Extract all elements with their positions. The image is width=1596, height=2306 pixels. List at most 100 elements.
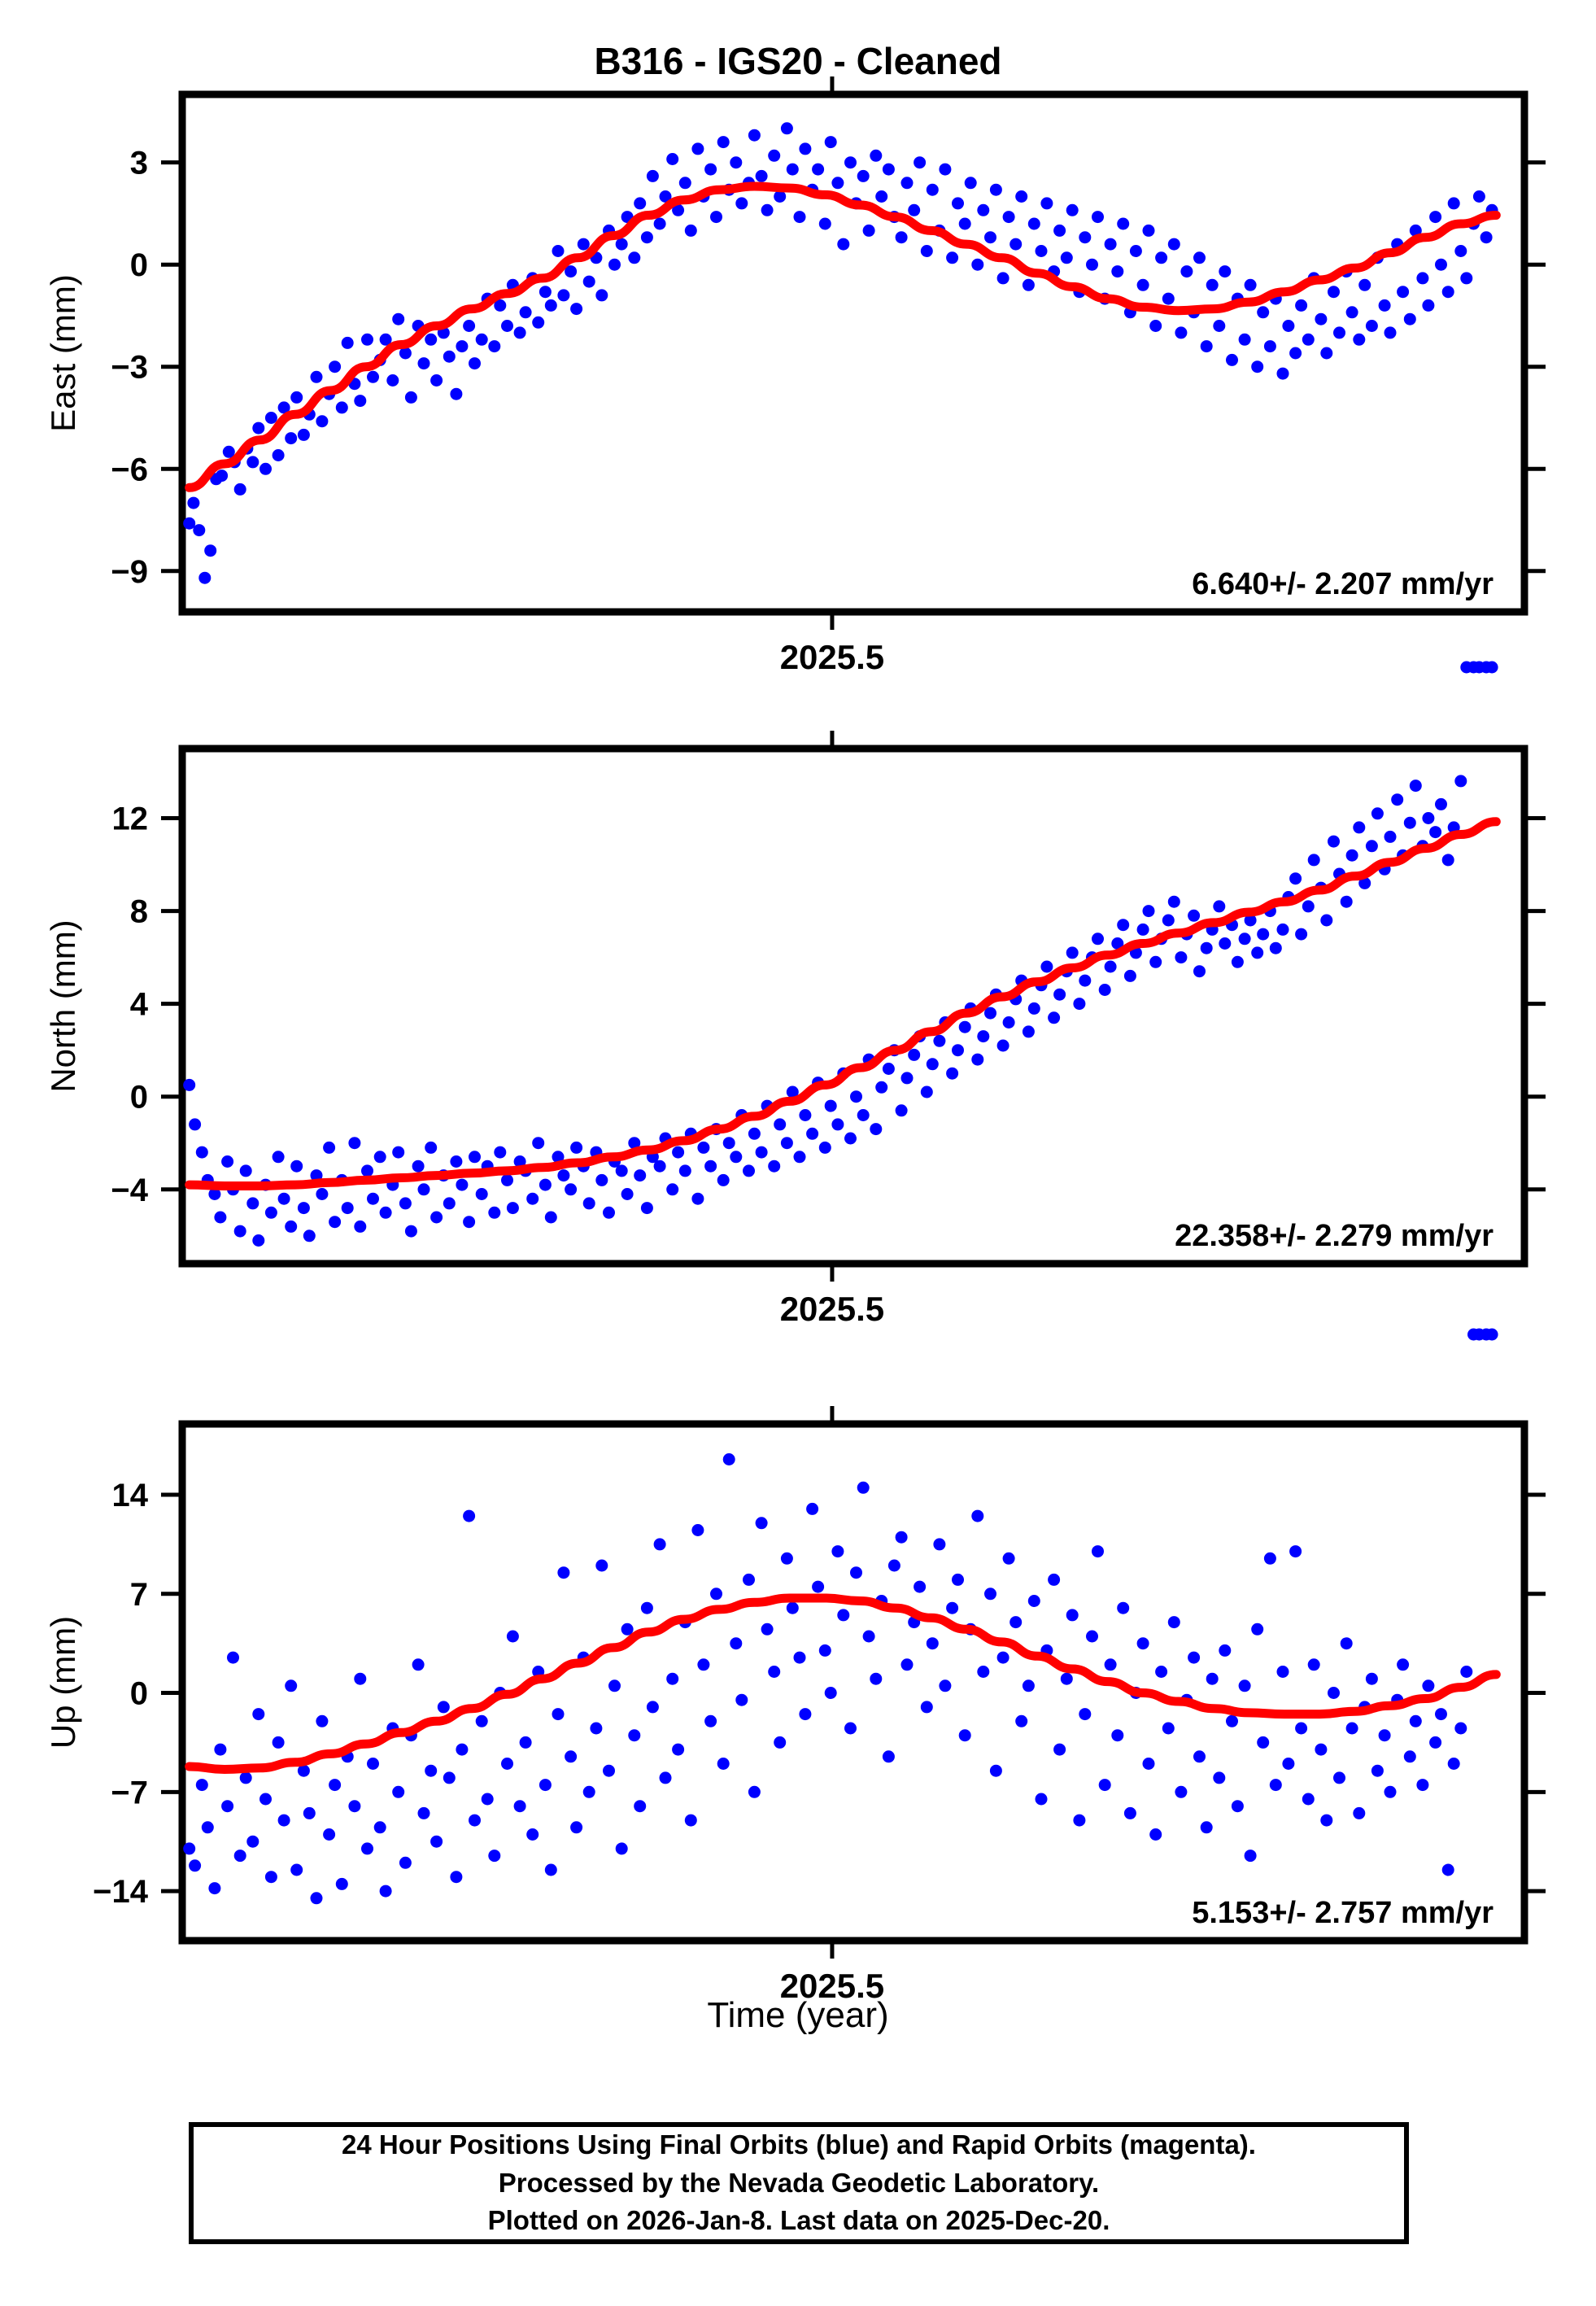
data-point (1022, 278, 1035, 291)
y-tick-label: 14 (112, 1478, 149, 1513)
data-point (710, 211, 722, 224)
data-point (399, 1197, 412, 1210)
data-point (1027, 217, 1040, 230)
data-point (1149, 320, 1162, 332)
data-point (1027, 1002, 1040, 1015)
data-point (595, 289, 608, 302)
data-point (1167, 895, 1180, 908)
data-point (875, 190, 888, 203)
data-point (1282, 1758, 1295, 1770)
data-point (1328, 835, 1340, 848)
data-point (793, 1151, 806, 1164)
y-tick-label: 0 (130, 1676, 148, 1712)
data-point (1104, 960, 1117, 973)
data-point (1206, 1672, 1219, 1685)
data-point (379, 333, 392, 346)
data-point (189, 1859, 202, 1872)
scatter-series-up (183, 1328, 1498, 1905)
data-point (277, 401, 290, 414)
data-point (392, 312, 405, 325)
caption-box: 24 Hour Positions Using Final Orbits (bl… (189, 2122, 1409, 2244)
data-point (1403, 312, 1416, 325)
data-point (1167, 1616, 1180, 1629)
data-point (1295, 1722, 1308, 1735)
rate-annotation: 6.640+/- 2.207 mm/yr (1192, 567, 1494, 601)
data-point (1048, 1011, 1061, 1024)
data-point (1295, 928, 1308, 941)
data-point (443, 1197, 456, 1210)
data-point (341, 336, 354, 349)
data-point (316, 1714, 329, 1727)
data-point (1358, 876, 1371, 889)
data-point (704, 1714, 717, 1727)
data-point (443, 1771, 456, 1784)
data-point (704, 163, 717, 176)
data-point (272, 1736, 285, 1749)
data-point (1200, 941, 1213, 954)
data-point (628, 1729, 641, 1742)
data-point (290, 1160, 303, 1173)
data-point (1193, 251, 1206, 264)
data-point (799, 1708, 812, 1721)
data-point (1435, 1708, 1447, 1721)
data-point (404, 391, 417, 404)
data-point (539, 1779, 552, 1792)
plot-frame (178, 90, 1528, 616)
data-point (501, 1173, 513, 1186)
data-point (1098, 1779, 1111, 1792)
data-point (780, 1137, 793, 1150)
data-point (1238, 1679, 1251, 1692)
data-point (379, 1206, 392, 1219)
data-point (755, 1146, 768, 1159)
data-point (323, 1828, 336, 1841)
data-point (392, 1146, 405, 1159)
data-point (272, 1151, 285, 1164)
data-point (233, 1225, 246, 1238)
data-point (187, 496, 200, 509)
data-point (193, 524, 206, 537)
data-point (1040, 197, 1053, 210)
data-point (297, 428, 310, 441)
data-point (1035, 1793, 1048, 1806)
data-point (640, 1202, 653, 1215)
data-point (1353, 1806, 1366, 1819)
data-point (730, 156, 743, 169)
data-point (361, 1842, 373, 1855)
data-point (1276, 367, 1289, 380)
data-point (1175, 951, 1188, 964)
data-point (1289, 1545, 1302, 1558)
data-point (621, 1622, 634, 1636)
data-point (544, 299, 557, 312)
data-point (946, 251, 959, 264)
data-point (1066, 946, 1079, 959)
data-point (1009, 1616, 1023, 1629)
data-point (582, 275, 595, 288)
data-point (1289, 347, 1302, 360)
data-point (227, 1651, 239, 1664)
data-point (430, 374, 443, 387)
data-point (818, 217, 831, 230)
data-point (1123, 1806, 1136, 1819)
data-point (1022, 1679, 1035, 1692)
data-point (1358, 278, 1371, 291)
data-point (463, 320, 476, 332)
data-point (1104, 1658, 1117, 1671)
data-point (208, 1882, 221, 1895)
data-point (506, 1202, 519, 1215)
data-point (640, 1601, 653, 1614)
data-point (1315, 312, 1328, 325)
data-point (1136, 1637, 1149, 1650)
data-point (996, 1039, 1009, 1052)
data-point (1282, 320, 1295, 332)
data-point (310, 1892, 323, 1905)
data-point (634, 1800, 647, 1813)
data-point (793, 211, 806, 224)
data-point (1060, 1672, 1073, 1685)
data-point (1416, 272, 1429, 285)
data-point (310, 370, 323, 383)
data-point (1307, 1658, 1320, 1671)
data-point (1129, 245, 1142, 257)
data-point (494, 299, 507, 312)
data-point (392, 1785, 405, 1798)
data-point (329, 1216, 342, 1229)
